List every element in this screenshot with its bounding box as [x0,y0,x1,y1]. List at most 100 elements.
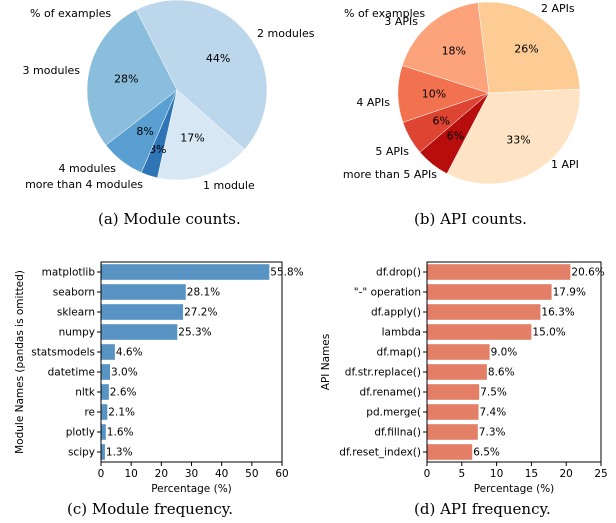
caption-a: (a) Module counts. [98,210,241,228]
bar-operation [427,284,552,300]
x-tick-label-15: 15 [525,468,538,480]
pie-pct-label-2-modules: 44% [206,52,230,65]
bar-df-str-replace [427,364,487,380]
bar-pd-merge [427,404,479,420]
x-tick-label-20: 20 [560,468,573,480]
pie-slice-label-5-apis: 5 APIs [375,145,409,158]
pie-slice-label-3-modules: 3 modules [23,64,81,77]
x-tick-label-40: 40 [215,468,228,480]
caption-c: (c) Module frequency. [67,500,233,518]
bar-matplotlib [101,264,270,280]
pie-slice-2-apis [477,1,581,94]
y-tick-label-operation: "-" operation [354,287,421,299]
x-tick-label-25: 25 [594,468,607,480]
y-tick-label-df-reset-index: df.reset_index() [339,447,421,459]
y-tick-label-df-drop: df.drop() [376,267,421,279]
bar-value-label-numpy: 25.3% [178,327,211,339]
bar-df-rename [427,384,480,400]
pie-pct-label-more-than-5-apis: 6% [447,129,464,142]
bar-df-map [427,344,490,360]
bar-value-label-df-fillna: 7.3% [479,427,506,439]
y-tick-label-nltk: nltk [75,387,96,399]
bar-value-label-nltk: 2.6% [110,387,137,399]
x-tick-label-5: 5 [458,468,465,480]
y-tick-label-df-map: df.map() [377,347,421,359]
pie-pct-label-more-than-4-modules: 3% [149,143,166,156]
y-tick-label-sklearn: sklearn [57,307,95,319]
bar-value-label-seaborn: 28.1% [187,287,220,299]
pie-pct-label-1-api: 33% [506,133,530,146]
plot-frame [426,261,602,463]
pie-slice-3-apis [401,2,490,94]
bar-scipy [101,444,105,460]
pie-slice-label-more-than-4-modules: more than 4 modules [25,178,143,191]
pie-pct-label-5-apis: 6% [432,114,449,127]
pie-pct-label-3-apis: 18% [442,45,466,58]
pie-slice-label-4-apis: 4 APIs [356,96,390,109]
y-tick-label-matplotlib: matplotlib [42,267,96,279]
caption-b: (b) API counts. [414,210,527,228]
pie-slice-label-2-apis: 2 APIs [541,2,575,15]
y-tick-label-numpy: numpy [59,327,95,339]
pie-slice-1-module [157,89,245,181]
bar-statsmodels [101,344,115,360]
x-tick-label-0: 0 [98,468,105,480]
bar-value-label-statsmodels: 4.6% [116,347,143,359]
y-tick-label-plotly: plotly [66,427,95,439]
bar-numpy [101,324,178,340]
y-tick-label-scipy: scipy [68,447,95,459]
module-frequency-bar-chart: 55.8% matplotlib 28.1% seaborn 27.2% sklearn 2… [14,261,304,495]
pie-pct-label-1-module: 17% [180,132,204,145]
x-tick-label-10: 10 [490,468,503,480]
y-axis-label: API Names [320,334,332,390]
y-tick-label-statsmodels: statsmodels [31,347,95,359]
bar-value-label-scipy: 1.3% [106,447,133,459]
bar-value-label-lambda: 15.0% [532,327,565,339]
y-tick-label-df-apply: df.apply() [371,307,421,319]
bar-value-label-df-str-replace: 8.6% [488,367,515,379]
bar-value-label-matplotlib: 55.8% [270,267,303,279]
y-tick-label-df-fillna: df.fillna() [374,427,421,439]
y-tick-label-pd-merge: pd.merge( [366,407,421,419]
x-tick-label-60: 60 [275,468,288,480]
bar-df-drop [427,264,571,280]
bar-value-label-df-rename: 7.5% [480,387,507,399]
pie-slice-1-api [446,88,581,185]
pie-slice-label-2-modules: 2 modules [257,27,315,40]
bar-seaborn [101,284,186,300]
y-tick-label-seaborn: seaborn [53,287,95,299]
bar-value-label-re: 2.1% [108,407,135,419]
bar-df-apply [427,304,541,320]
x-tick-label-50: 50 [245,468,258,480]
api-count-pie: 26% 2 APIs 33% 1 API 6% more than 5 APIs 6% 5 A… [343,1,581,185]
bar-value-label-df-apply: 16.3% [541,307,574,319]
module-count-pie: 44% 2 modules 17% 1 module 3% more than 4 mod… [23,0,315,192]
x-tick-label-30: 30 [185,468,198,480]
pie-b-title: % of examples [344,7,425,20]
pie-slice-label-1-module: 1 module [203,179,255,192]
x-axis-label: Percentage (%) [474,483,555,495]
api-frequency-bar-chart: 20.6% df.drop() 17.9% "-" operation 16.3% df.… [320,261,608,495]
caption-d: (d) API frequency. [414,500,551,518]
bar-df-fillna [427,424,478,440]
bar-value-label-operation: 17.9% [553,287,586,299]
y-tick-label-lambda: lambda [382,327,421,339]
pie-pct-label-3-modules: 28% [114,73,138,86]
bar-df-reset-index [427,444,473,460]
bar-value-label-plotly: 1.6% [107,427,134,439]
bar-value-label-pd-merge: 7.4% [480,407,507,419]
pie-slice-label-3-apis: 3 APIs [384,15,418,28]
y-tick-label-df-rename: df.rename() [360,387,421,399]
bar-re [101,404,108,420]
pie-pct-label-4-modules: 8% [136,125,153,138]
bar-value-label-datetime: 3.0% [111,367,138,379]
x-tick-label-10: 10 [124,468,137,480]
y-tick-label-datetime: datetime [48,367,95,379]
pie-slice-2-modules [135,0,268,150]
pie-slice-3-modules [86,9,178,146]
pie-pct-label-2-apis: 26% [514,43,538,56]
bar-lambda [427,324,532,340]
bar-sklearn [101,304,184,320]
pie-pct-label-4-apis: 10% [422,88,446,101]
